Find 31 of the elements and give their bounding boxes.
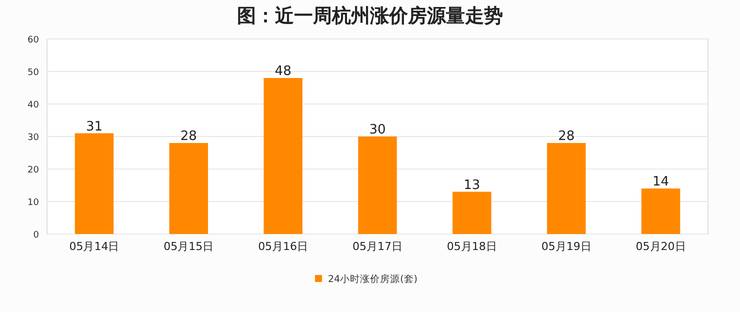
data-label: 28	[180, 129, 197, 144]
y-tick-label: 50	[28, 68, 40, 78]
bar	[358, 136, 397, 234]
data-label: 28	[558, 129, 575, 144]
x-tick-label: 05月16日	[258, 240, 308, 253]
x-tick-label: 05月20日	[636, 240, 686, 253]
x-tick-label: 05月14日	[69, 240, 120, 253]
data-label: 13	[464, 178, 480, 193]
bar	[264, 78, 302, 234]
bar	[74, 133, 114, 234]
chart-title: 图：近一周杭州涨价房源量走势	[237, 5, 503, 27]
y-tick-label: 20	[28, 166, 40, 176]
y-tick-label: 10	[28, 198, 40, 208]
data-label: 14	[652, 174, 670, 190]
bar	[547, 143, 586, 234]
legend-label: 24小时涨价房源(套)	[328, 273, 418, 285]
x-tick-label: 05月19日	[541, 240, 592, 253]
bar	[641, 188, 680, 234]
legend: 24小时涨价房源(套)	[315, 274, 418, 285]
x-tick-label: 05月18日	[446, 240, 497, 253]
y-tick-label: 30	[28, 133, 40, 143]
data-label: 31	[86, 119, 102, 134]
x-tick-label: 05月17日	[352, 240, 402, 253]
y-tick-label: 40	[28, 100, 40, 110]
y-tick-label: 0	[33, 230, 40, 240]
data-label: 30	[369, 122, 386, 138]
data-label: 48	[274, 64, 292, 79]
y-tick-label: 60	[28, 36, 40, 46]
bar	[452, 192, 492, 234]
bar	[169, 143, 208, 234]
x-tick-label: 05月15日	[164, 240, 214, 253]
